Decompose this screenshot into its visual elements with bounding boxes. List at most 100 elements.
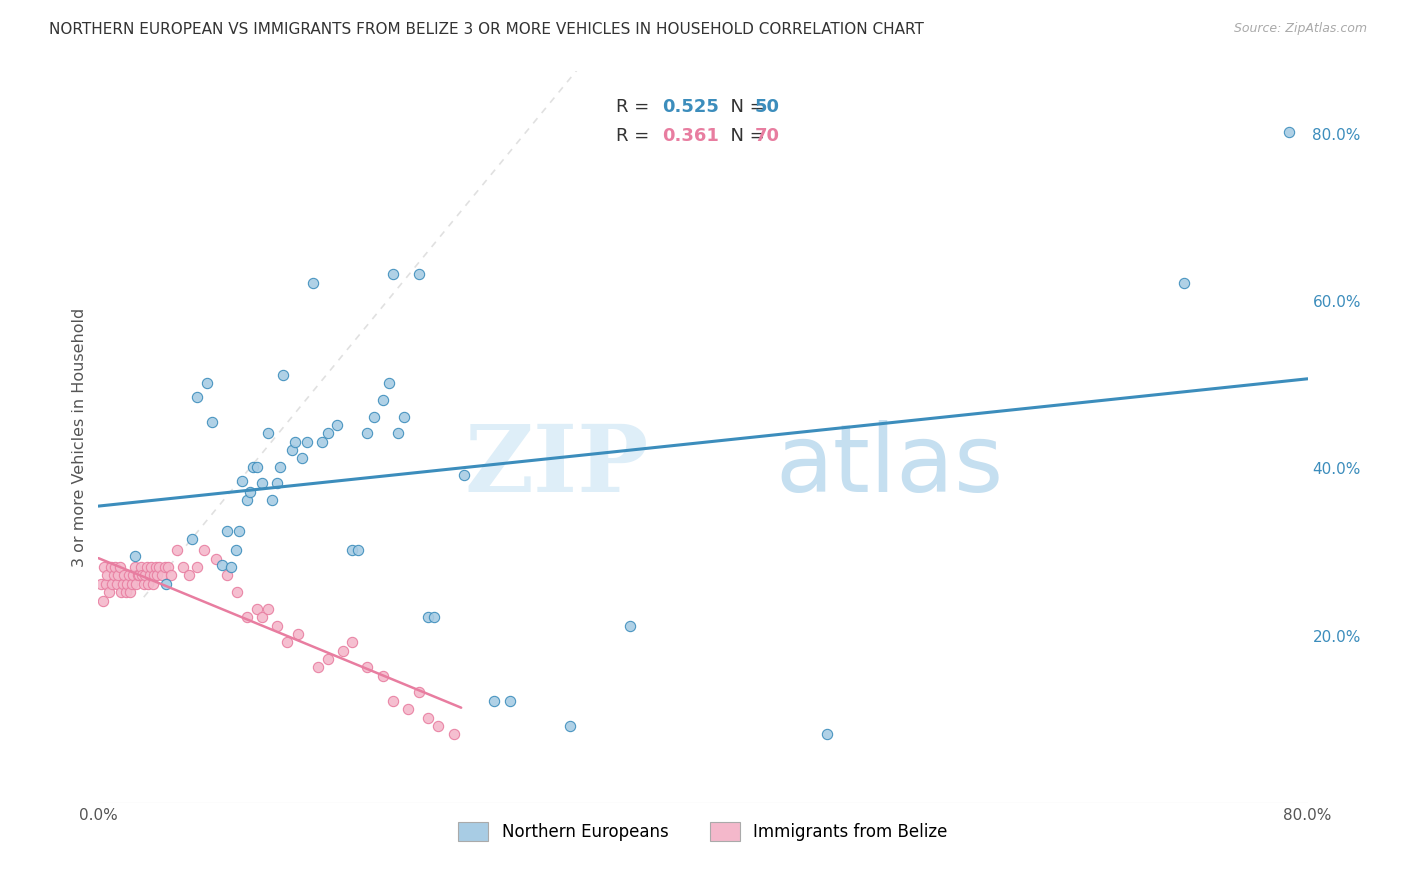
Point xyxy=(382,268,405,282)
Point xyxy=(342,543,364,558)
Point xyxy=(93,560,115,574)
Point xyxy=(125,576,148,591)
Point xyxy=(266,618,288,632)
Point xyxy=(558,719,581,733)
Point xyxy=(427,719,450,733)
Point xyxy=(356,660,378,674)
Point xyxy=(122,568,145,582)
Text: ZIP: ZIP xyxy=(464,421,648,511)
Point xyxy=(363,409,385,424)
Point xyxy=(256,426,278,441)
Legend: Northern Europeans, Immigrants from Belize: Northern Europeans, Immigrants from Beli… xyxy=(450,814,956,849)
Point xyxy=(193,543,215,558)
Point xyxy=(356,426,378,441)
Point xyxy=(186,560,208,574)
Point xyxy=(269,459,291,474)
Point xyxy=(155,576,177,591)
Point xyxy=(387,426,409,441)
Point xyxy=(266,476,288,491)
Point xyxy=(250,610,273,624)
Point xyxy=(382,694,405,708)
Point xyxy=(124,560,146,574)
Text: atlas: atlas xyxy=(776,420,1004,512)
Text: N =: N = xyxy=(718,127,770,145)
Point xyxy=(124,549,146,564)
Point xyxy=(179,568,201,582)
Point xyxy=(498,694,520,708)
Point xyxy=(311,434,333,449)
Point xyxy=(246,602,269,616)
Point xyxy=(98,585,121,599)
Point xyxy=(121,576,143,591)
Point xyxy=(148,560,170,574)
Point xyxy=(128,568,150,582)
Text: R =: R = xyxy=(616,98,655,116)
Point xyxy=(104,560,127,574)
Point xyxy=(239,484,262,499)
Point xyxy=(91,593,114,607)
Point xyxy=(443,727,465,741)
Point xyxy=(146,568,169,582)
Point xyxy=(127,568,149,582)
Point xyxy=(160,568,183,582)
Point xyxy=(211,558,233,572)
Point xyxy=(408,685,430,699)
Point xyxy=(118,568,141,582)
Point xyxy=(326,417,349,432)
Point xyxy=(307,660,329,674)
Point xyxy=(342,635,364,649)
Text: 0.361: 0.361 xyxy=(662,127,718,145)
Text: 70: 70 xyxy=(755,127,780,145)
Point xyxy=(132,576,155,591)
Point xyxy=(284,434,307,449)
Point xyxy=(815,727,838,741)
Point xyxy=(120,585,142,599)
Point xyxy=(281,443,304,458)
Point xyxy=(371,669,394,683)
Point xyxy=(100,560,122,574)
Point xyxy=(145,560,167,574)
Text: R =: R = xyxy=(616,127,655,145)
Point xyxy=(316,426,339,441)
Point xyxy=(250,476,273,491)
Point xyxy=(484,694,506,708)
Point xyxy=(316,652,339,666)
Point xyxy=(111,576,134,591)
Point xyxy=(423,610,446,624)
Point xyxy=(134,568,156,582)
Point xyxy=(107,568,129,582)
Point xyxy=(416,710,439,724)
Point xyxy=(225,543,247,558)
Point xyxy=(276,635,298,649)
Point xyxy=(408,268,430,282)
Point xyxy=(377,376,399,391)
Point xyxy=(302,276,325,290)
Point xyxy=(94,576,117,591)
Point xyxy=(392,409,415,424)
Y-axis label: 3 or more Vehicles in Household: 3 or more Vehicles in Household xyxy=(72,308,87,566)
Point xyxy=(90,576,112,591)
Point xyxy=(172,560,194,574)
Text: Source: ZipAtlas.com: Source: ZipAtlas.com xyxy=(1233,22,1367,36)
Point xyxy=(103,568,125,582)
Point xyxy=(131,568,153,582)
Point xyxy=(295,434,318,449)
Point xyxy=(242,459,264,474)
Point xyxy=(1278,125,1301,139)
Point xyxy=(105,576,128,591)
Point xyxy=(271,368,294,382)
Point xyxy=(235,493,257,508)
Point xyxy=(129,560,152,574)
Point xyxy=(135,560,157,574)
Point xyxy=(228,524,250,538)
Point xyxy=(246,459,269,474)
Point xyxy=(205,551,228,566)
Point xyxy=(1173,276,1195,290)
Point xyxy=(142,576,165,591)
Point xyxy=(226,585,249,599)
Point xyxy=(332,643,354,657)
Point xyxy=(181,533,204,547)
Point xyxy=(416,610,439,624)
Point xyxy=(235,610,257,624)
Point xyxy=(256,602,278,616)
